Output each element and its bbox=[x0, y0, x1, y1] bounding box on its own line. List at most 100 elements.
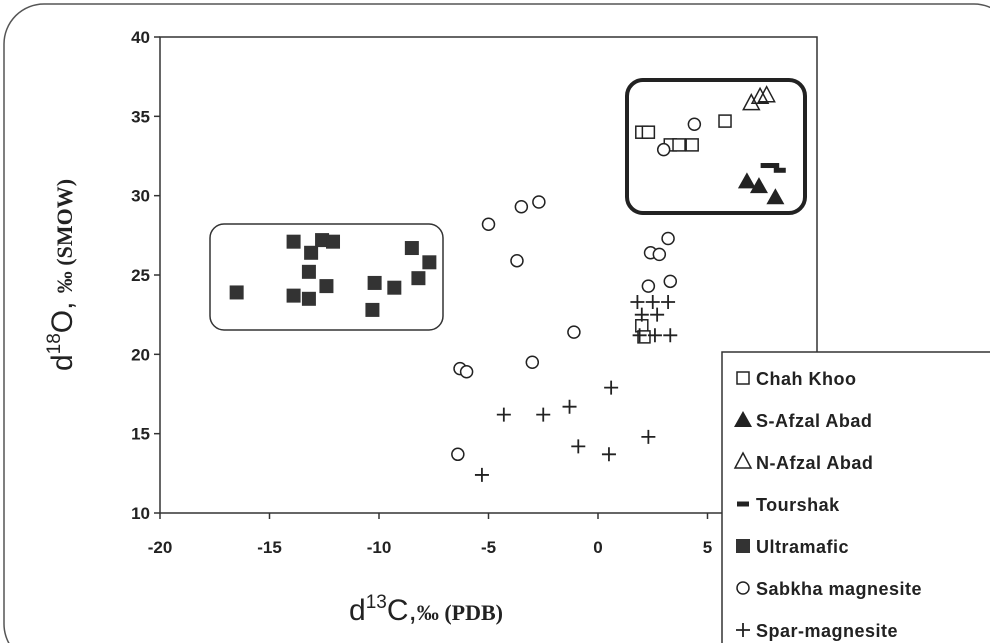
x-axis-label: d13C,‰ (PDB) bbox=[349, 592, 503, 627]
legend-marker bbox=[736, 371, 750, 385]
point bbox=[536, 407, 551, 422]
point bbox=[737, 172, 756, 189]
point bbox=[229, 285, 244, 300]
y-tick-label: 25 bbox=[131, 266, 150, 285]
x-axis-label-part: 13 bbox=[366, 592, 387, 613]
point bbox=[387, 280, 402, 295]
y-axis-label-part: d bbox=[46, 354, 79, 371]
point bbox=[411, 271, 426, 286]
point bbox=[422, 255, 437, 270]
point bbox=[687, 117, 702, 132]
point bbox=[367, 275, 382, 290]
point bbox=[634, 307, 649, 322]
point bbox=[286, 234, 301, 249]
y-tick-label: 15 bbox=[131, 425, 150, 444]
x-tick-label: -20 bbox=[148, 538, 173, 557]
point bbox=[319, 279, 334, 294]
point bbox=[656, 142, 671, 157]
point bbox=[481, 217, 496, 231]
legend-label: S-Afzal Abad bbox=[756, 411, 872, 431]
point bbox=[404, 241, 419, 256]
point bbox=[652, 247, 667, 262]
point bbox=[661, 294, 676, 309]
y-axis-label-part: 18 bbox=[44, 333, 65, 354]
legend-label: Ultramafic bbox=[756, 537, 849, 557]
plot-area bbox=[159, 36, 818, 514]
point bbox=[685, 138, 699, 152]
point bbox=[647, 328, 662, 343]
legend-label: N-Afzal Abad bbox=[756, 453, 873, 473]
point bbox=[773, 167, 786, 173]
legend-marker bbox=[737, 501, 749, 507]
x-axis-label-part: C, bbox=[387, 594, 417, 627]
point bbox=[286, 288, 301, 303]
point bbox=[365, 302, 380, 317]
legend bbox=[721, 351, 990, 643]
point bbox=[301, 291, 316, 306]
point bbox=[749, 177, 768, 194]
y-axis-label-part: ‰ (SMOW) bbox=[52, 179, 77, 293]
x-axis-label-part: ‰ (PDB) bbox=[417, 600, 503, 625]
point bbox=[474, 467, 489, 482]
outer-frame bbox=[3, 3, 990, 643]
point bbox=[718, 114, 732, 128]
x-tick-label: -10 bbox=[367, 538, 392, 557]
point bbox=[661, 231, 675, 246]
y-tick-label: 20 bbox=[131, 345, 150, 364]
legend-label: Chah Khoo bbox=[756, 369, 857, 389]
point bbox=[641, 125, 656, 139]
point bbox=[767, 163, 780, 169]
legend-marker bbox=[736, 539, 750, 553]
y-axis-label: d18O, ‰ (SMOW) bbox=[44, 179, 79, 371]
x-axis-label-part: d bbox=[349, 594, 366, 627]
point bbox=[645, 294, 660, 309]
point bbox=[301, 264, 316, 279]
point bbox=[604, 380, 619, 395]
legend-marker bbox=[733, 451, 753, 469]
legend-label: Tourshak bbox=[756, 495, 840, 515]
point bbox=[742, 93, 761, 111]
point bbox=[532, 195, 546, 209]
point bbox=[567, 325, 581, 339]
point bbox=[562, 399, 577, 414]
point bbox=[750, 86, 770, 105]
point bbox=[672, 138, 686, 152]
point bbox=[525, 355, 540, 370]
legend-marker bbox=[734, 411, 752, 427]
point bbox=[641, 429, 656, 444]
point bbox=[630, 294, 645, 309]
x-tick-label: 0 bbox=[593, 538, 602, 557]
point bbox=[601, 447, 616, 462]
x-tick-label: 5 bbox=[703, 538, 712, 557]
point bbox=[757, 85, 776, 103]
group-box bbox=[209, 223, 444, 331]
point bbox=[760, 163, 773, 169]
legend-marker bbox=[736, 581, 750, 595]
x-tick-label: -5 bbox=[481, 538, 496, 557]
y-axis-label-part: O, bbox=[46, 293, 79, 333]
point bbox=[510, 253, 524, 268]
point bbox=[571, 439, 586, 454]
point bbox=[663, 274, 678, 289]
legend-label: Sabkha magnesite bbox=[756, 579, 922, 599]
point bbox=[641, 279, 656, 293]
point bbox=[632, 328, 647, 343]
y-tick-label: 40 bbox=[131, 28, 150, 47]
group-box bbox=[625, 78, 807, 215]
y-tick-label: 10 bbox=[131, 504, 150, 523]
y-tick-label: 35 bbox=[131, 107, 150, 126]
point bbox=[315, 233, 330, 248]
point bbox=[326, 234, 341, 249]
point bbox=[304, 245, 319, 260]
point bbox=[637, 330, 651, 344]
legend-label: Spar-magnesite bbox=[756, 621, 898, 641]
point bbox=[514, 200, 529, 214]
x-tick-label: -15 bbox=[257, 538, 282, 557]
legend-marker bbox=[736, 623, 750, 637]
marks bbox=[229, 85, 786, 482]
point bbox=[766, 188, 785, 205]
point bbox=[459, 365, 474, 379]
point bbox=[650, 307, 665, 322]
point bbox=[496, 407, 511, 422]
